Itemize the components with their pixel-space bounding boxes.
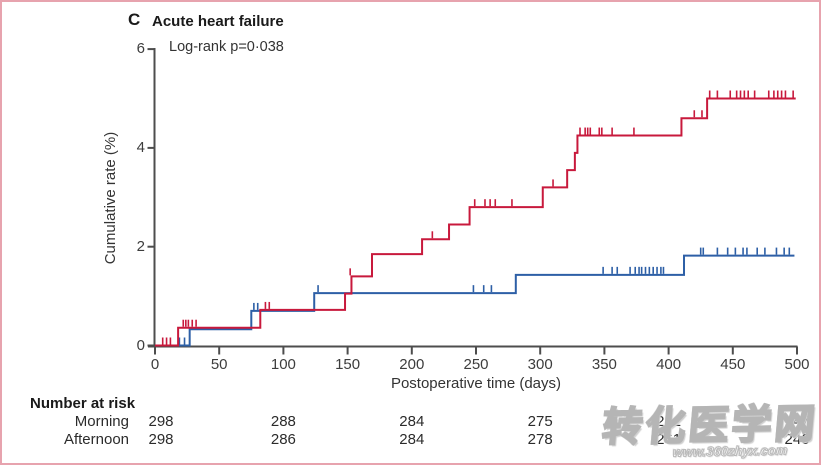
risk-value: 261	[656, 431, 682, 448]
x-tick-label: 500	[784, 356, 810, 373]
y-tick-label: 6	[136, 40, 145, 58]
chart-title: Acute heart failure	[152, 13, 284, 30]
logrank-annotation: Log-rank p=0·038	[169, 39, 284, 55]
panel-letter: C	[128, 10, 141, 29]
risk-value: 284	[399, 431, 425, 448]
x-tick-label: 400	[656, 356, 682, 373]
x-tick-label: 150	[335, 356, 361, 373]
x-axis-label: Postoperative time (days)	[390, 375, 562, 392]
y-tick-label: 4	[136, 138, 145, 156]
risk-value: 298	[148, 431, 174, 448]
risk-value: 246	[784, 431, 810, 448]
risk-row-label-morning: Morning	[74, 413, 129, 430]
x-tick-label: 50	[210, 356, 228, 373]
y-tick-label: 0	[136, 336, 145, 354]
x-tick-label: 450	[720, 356, 746, 373]
x-tick-label: 200	[399, 356, 425, 373]
risk-value: 286	[270, 431, 296, 448]
risk-row-label-afternoon: Afternoon	[63, 431, 129, 448]
risk-value: 247	[784, 413, 810, 430]
risk-value: 298	[148, 413, 174, 430]
series-morning-curve	[155, 97, 796, 347]
x-tick-label: 0	[150, 356, 160, 373]
risk-value: 288	[270, 413, 296, 430]
x-tick-label: 350	[591, 356, 617, 373]
x-tick-label: 300	[527, 356, 553, 373]
y-axis-label: Cumulative rate (%)	[102, 131, 119, 265]
x-tick-label: 100	[270, 356, 296, 373]
series-afternoon-curve	[155, 254, 795, 347]
risk-value: 262	[656, 413, 682, 430]
risk-table-heading: Number at risk	[30, 395, 136, 412]
y-tick-label: 2	[136, 237, 145, 255]
risk-value: 278	[527, 431, 553, 448]
risk-value: 275	[527, 413, 553, 430]
risk-value: 284	[399, 413, 425, 430]
x-tick-label: 250	[463, 356, 489, 373]
